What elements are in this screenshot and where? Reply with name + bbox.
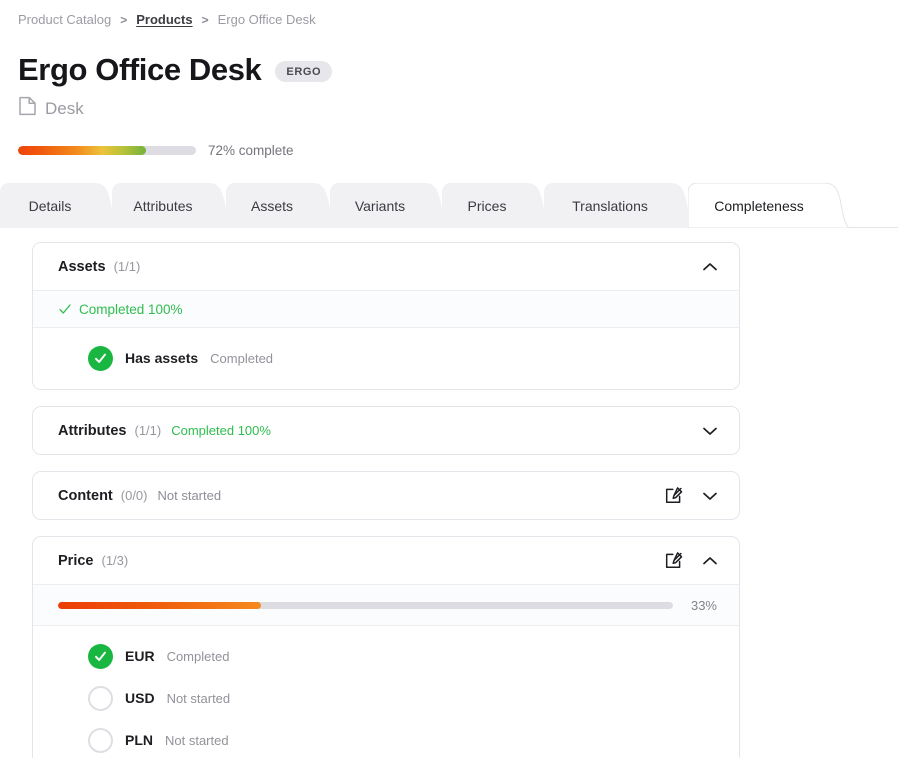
toggle-section-button[interactable] bbox=[699, 485, 721, 507]
section-title: Attributes bbox=[58, 422, 127, 439]
toggle-section-button[interactable] bbox=[699, 550, 721, 572]
breadcrumb: Product Catalog > Products > Ergo Office… bbox=[0, 0, 898, 30]
overall-progress: 72% complete bbox=[0, 121, 898, 158]
breadcrumb-separator: > bbox=[120, 12, 128, 27]
section-count: (1/3) bbox=[101, 553, 129, 568]
list-item-label: EUR bbox=[125, 648, 155, 664]
toggle-section-button[interactable] bbox=[699, 420, 721, 442]
page-title: Ergo Office Desk bbox=[18, 52, 262, 87]
overall-progress-track bbox=[18, 146, 196, 155]
chevron-down-icon bbox=[703, 492, 717, 500]
tab-label: Attributes bbox=[133, 197, 193, 214]
tab-prices[interactable]: Prices bbox=[442, 183, 552, 228]
section-progress-fill bbox=[58, 601, 261, 609]
status-complete-icon bbox=[88, 643, 113, 669]
tab-assets[interactable]: Assets bbox=[226, 183, 338, 228]
section-body-status-label: Completed 100% bbox=[79, 301, 183, 317]
tab-details[interactable]: Details bbox=[0, 183, 120, 228]
section-actions bbox=[699, 256, 721, 278]
tab-bar: Details Attributes Assets Variants Prices Tra… bbox=[0, 180, 898, 228]
section-progress-track bbox=[58, 601, 673, 609]
section-count: (1/1) bbox=[113, 259, 141, 274]
section-card-content: Content (0/0) Not started bbox=[32, 471, 740, 520]
chevron-down-icon bbox=[703, 427, 717, 435]
section-header-content[interactable]: Content (0/0) Not started bbox=[33, 472, 739, 519]
tab-completeness[interactable]: Completeness bbox=[688, 183, 850, 228]
section-card-attributes: Attributes (1/1) Completed 100% bbox=[32, 406, 740, 455]
section-header-price[interactable]: Price (1/3) bbox=[33, 537, 739, 584]
edit-pencil-icon bbox=[665, 552, 683, 569]
section-body-price: 33% EUR Completed USD Not started PLN Not star… bbox=[33, 584, 739, 758]
list-item-status: Not started bbox=[165, 732, 229, 748]
status-complete-icon bbox=[88, 345, 113, 371]
section-body-status: Completed 100% bbox=[33, 291, 739, 328]
tab-attributes[interactable]: Attributes bbox=[112, 183, 234, 228]
breadcrumb-item-current: Ergo Office Desk bbox=[217, 12, 316, 27]
section-body-assets: Completed 100% Has assets Completed bbox=[33, 290, 739, 389]
section-item-list: Has assets Completed bbox=[33, 328, 739, 389]
section-header-assets[interactable]: Assets (1/1) bbox=[33, 243, 739, 290]
edit-section-button[interactable] bbox=[664, 551, 683, 570]
tab-variants[interactable]: Variants bbox=[330, 183, 450, 228]
list-item-label: Has assets bbox=[125, 350, 199, 366]
page-subtitle-row: Desk bbox=[0, 85, 898, 121]
document-icon bbox=[19, 96, 36, 121]
chevron-up-icon bbox=[703, 556, 717, 564]
section-status: Completed 100% bbox=[171, 423, 271, 438]
tab-label: Prices bbox=[467, 197, 507, 214]
overall-progress-fill bbox=[18, 146, 147, 155]
section-actions bbox=[699, 420, 721, 442]
edit-pencil-icon bbox=[665, 487, 683, 504]
overall-progress-label: 72% complete bbox=[208, 143, 294, 158]
section-title: Price bbox=[58, 552, 94, 569]
section-count: (1/1) bbox=[134, 423, 162, 438]
tab-label: Variants bbox=[354, 197, 406, 214]
edit-section-button[interactable] bbox=[664, 486, 683, 505]
section-header-attributes[interactable]: Attributes (1/1) Completed 100% bbox=[33, 407, 739, 454]
breadcrumb-separator: > bbox=[201, 12, 209, 27]
tab-label: Assets bbox=[250, 197, 293, 214]
section-progress: 33% bbox=[33, 585, 739, 626]
tab-label: Completeness bbox=[714, 197, 804, 214]
list-item: USD Not started bbox=[33, 677, 739, 719]
section-count: (0/0) bbox=[120, 488, 148, 503]
completeness-panel: Assets (1/1) Completed 100% Has assets Compl… bbox=[0, 228, 898, 758]
section-actions bbox=[664, 485, 721, 507]
page-header: Ergo Office Desk ERGO bbox=[0, 30, 898, 85]
section-card-price: Price (1/3) 33% EUR Completed USD Not started P… bbox=[32, 536, 740, 758]
check-icon bbox=[59, 304, 71, 314]
section-actions bbox=[664, 550, 721, 572]
tab-translations[interactable]: Translations bbox=[544, 183, 696, 228]
breadcrumb-item-products[interactable]: Products bbox=[136, 12, 193, 27]
section-status: Not started bbox=[157, 488, 222, 503]
status-empty-icon bbox=[88, 685, 113, 711]
toggle-section-button[interactable] bbox=[699, 256, 721, 278]
status-empty-icon bbox=[88, 727, 113, 753]
list-item-label: USD bbox=[125, 690, 155, 706]
page-subtitle: Desk bbox=[45, 98, 84, 118]
list-item: Has assets Completed bbox=[33, 337, 739, 379]
section-title: Assets bbox=[58, 258, 106, 275]
list-item: EUR Completed bbox=[33, 635, 739, 677]
section-card-assets: Assets (1/1) Completed 100% Has assets Compl… bbox=[32, 242, 740, 390]
list-item-status: Not started bbox=[166, 690, 231, 706]
list-item-label: PLN bbox=[125, 732, 153, 748]
chevron-up-icon bbox=[703, 262, 717, 270]
breadcrumb-item-product-catalog[interactable]: Product Catalog bbox=[18, 12, 112, 27]
sku-badge: ERGO bbox=[275, 61, 333, 82]
list-item-status: Completed bbox=[210, 350, 274, 366]
check-icon bbox=[95, 353, 106, 363]
tab-label: Details bbox=[28, 197, 72, 214]
section-title: Content bbox=[58, 487, 113, 504]
tab-label: Translations bbox=[572, 197, 648, 214]
check-icon bbox=[95, 651, 106, 661]
section-progress-label: 33% bbox=[690, 597, 717, 613]
section-item-list: EUR Completed USD Not started PLN Not started bbox=[33, 626, 739, 758]
list-item: PLN Not started bbox=[33, 719, 739, 758]
list-item-status: Completed bbox=[166, 648, 230, 664]
